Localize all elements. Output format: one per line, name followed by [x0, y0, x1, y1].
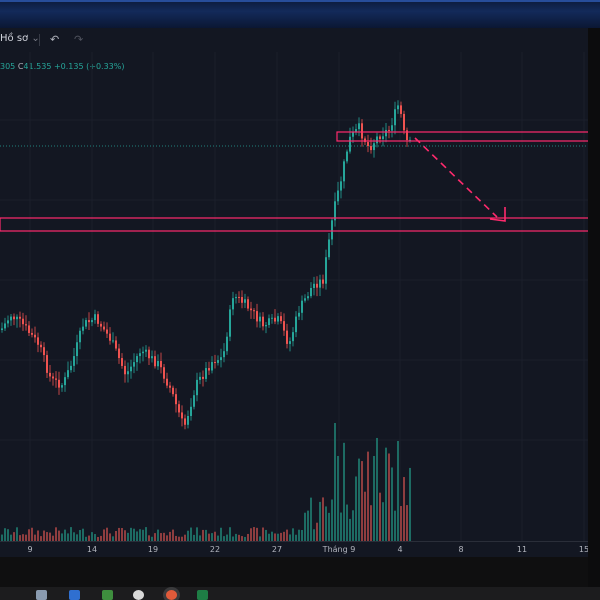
legend-change-pct: (+0.33%) — [86, 62, 125, 71]
time-tick: 9 — [27, 545, 33, 554]
file-explorer-icon[interactable] — [36, 590, 47, 600]
chevron-down-icon[interactable]: ⌄ — [31, 33, 40, 44]
screen-background — [0, 557, 600, 587]
chrome-icon[interactable] — [166, 590, 177, 600]
time-tick: Tháng 9 — [322, 545, 356, 554]
time-tick: 8 — [458, 545, 464, 554]
price-chart[interactable] — [0, 52, 600, 541]
legend-close-value: 41.535 — [23, 62, 52, 71]
time-tick: 15 — [578, 545, 590, 554]
window-edge — [588, 28, 600, 588]
store-icon[interactable] — [69, 590, 80, 600]
os-taskbar — [0, 587, 600, 600]
window-title-bar — [0, 0, 600, 28]
app-icon[interactable] — [133, 590, 144, 600]
toolbar-divider — [39, 34, 40, 46]
time-tick: 27 — [271, 545, 283, 554]
redo-icon[interactable]: ↷ — [74, 33, 84, 46]
time-tick: 19 — [147, 545, 159, 554]
chart-toolbar: Hồ sơ ⌄ ↶ ↷ — [0, 28, 600, 53]
undo-icon[interactable]: ↶ — [50, 33, 60, 46]
layout-selector[interactable]: Hồ sơ ⌄ — [0, 33, 40, 44]
time-tick: 22 — [209, 545, 221, 554]
time-tick: 4 — [397, 545, 403, 554]
time-tick: 11 — [516, 545, 528, 554]
legend-open-value: 305 — [0, 62, 16, 71]
time-axis: 9 14 19 22 27 Tháng 9 4 8 11 15 — [0, 541, 600, 558]
time-tick: 14 — [86, 545, 98, 554]
excel-icon[interactable] — [197, 590, 208, 600]
legend-change: +0.135 — [53, 62, 84, 71]
ohlc-legend: 305 C41.535 +0.135 (+0.33%) — [0, 62, 124, 71]
mail-icon[interactable] — [102, 590, 113, 600]
legend-close-label: C — [17, 62, 24, 71]
